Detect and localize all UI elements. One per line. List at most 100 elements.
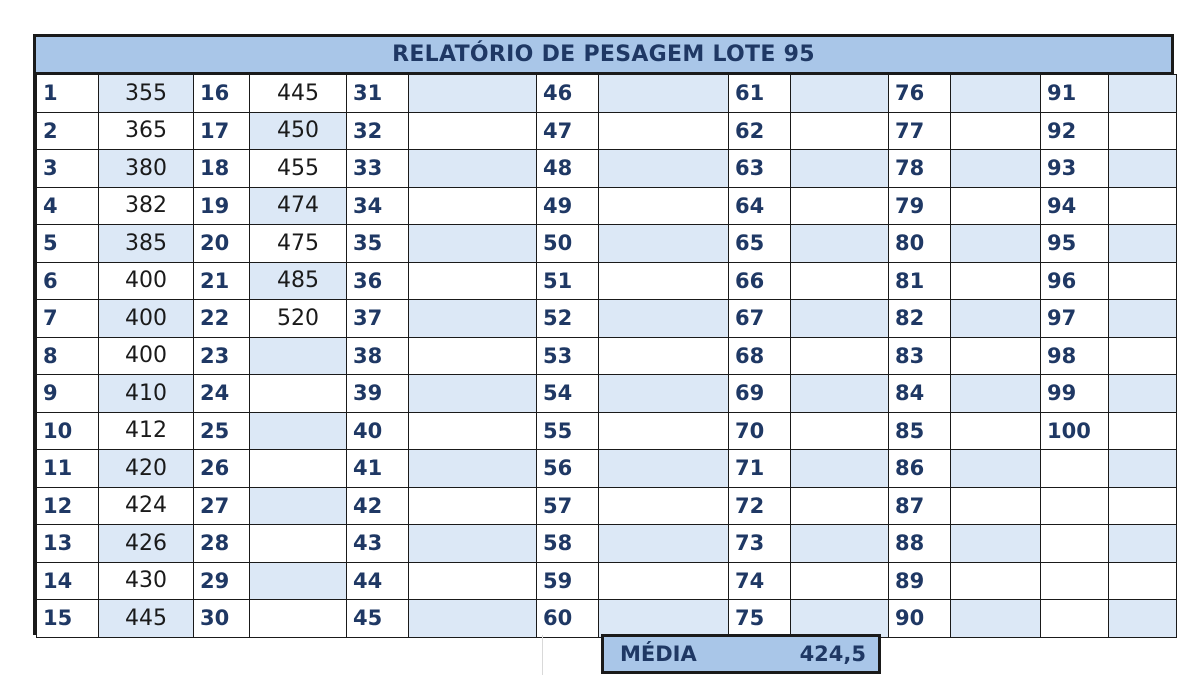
weight-cell[interactable] [1108,186,1177,225]
weight-cell[interactable] [598,74,729,113]
weight-cell[interactable] [1108,261,1177,300]
weight-cell[interactable] [598,111,729,150]
weight-cell[interactable] [1108,449,1177,488]
weight-cell[interactable]: 520 [249,299,347,338]
weight-cell[interactable] [408,186,537,225]
weight-cell[interactable] [950,111,1041,150]
weight-cell[interactable] [249,561,347,600]
weight-cell[interactable] [408,411,537,450]
weight-cell[interactable] [598,449,729,488]
weight-cell[interactable] [408,486,537,525]
weight-cell[interactable]: 365 [98,111,194,150]
weight-cell[interactable] [249,599,347,638]
weight-cell[interactable]: 420 [98,449,194,488]
weight-cell[interactable] [950,149,1041,188]
weight-cell[interactable] [598,599,729,638]
weight-cell[interactable] [408,599,537,638]
weight-cell[interactable] [598,149,729,188]
weight-cell[interactable] [790,186,889,225]
weight-cell[interactable] [950,561,1041,600]
weight-cell[interactable] [1108,599,1177,638]
weight-cell[interactable]: 400 [98,299,194,338]
weight-cell[interactable] [598,374,729,413]
weight-cell[interactable] [1108,149,1177,188]
weight-cell[interactable] [790,524,889,563]
weight-cell[interactable] [598,336,729,375]
weight-cell[interactable] [249,486,347,525]
weight-cell[interactable] [408,261,537,300]
weight-cell[interactable] [249,524,347,563]
weight-cell[interactable] [249,411,347,450]
weight-cell[interactable] [950,74,1041,113]
weight-cell[interactable] [1108,411,1177,450]
weight-cell[interactable] [1108,486,1177,525]
weight-cell[interactable] [1108,299,1177,338]
weight-cell[interactable] [1108,111,1177,150]
weight-cell[interactable] [790,374,889,413]
weight-cell[interactable] [408,224,537,263]
weight-cell[interactable]: 445 [249,74,347,113]
weight-cell[interactable] [790,336,889,375]
weight-cell[interactable] [598,411,729,450]
weight-cell[interactable] [408,374,537,413]
weight-cell[interactable] [790,599,889,638]
weight-cell[interactable]: 412 [98,411,194,450]
weight-cell[interactable] [950,524,1041,563]
weight-cell[interactable]: 450 [249,111,347,150]
weight-cell[interactable] [790,299,889,338]
weight-cell[interactable]: 445 [98,599,194,638]
weight-cell[interactable] [408,336,537,375]
weight-cell[interactable] [790,149,889,188]
weight-cell[interactable] [1108,524,1177,563]
weight-cell[interactable]: 400 [98,261,194,300]
weight-cell[interactable] [598,261,729,300]
weight-cell[interactable] [790,486,889,525]
weight-cell[interactable]: 426 [98,524,194,563]
weight-cell[interactable]: 400 [98,336,194,375]
weight-cell[interactable] [1108,374,1177,413]
weight-cell[interactable]: 355 [98,74,194,113]
weight-cell[interactable] [598,224,729,263]
weight-cell[interactable]: 430 [98,561,194,600]
weight-cell[interactable] [1108,224,1177,263]
weight-cell[interactable] [790,74,889,113]
weight-cell[interactable]: 424 [98,486,194,525]
weight-cell[interactable]: 455 [249,149,347,188]
weight-cell[interactable] [249,336,347,375]
weight-cell[interactable] [598,299,729,338]
weight-cell[interactable] [408,111,537,150]
weight-cell[interactable]: 380 [98,149,194,188]
weight-cell[interactable]: 410 [98,374,194,413]
weight-cell[interactable] [950,299,1041,338]
weight-cell[interactable] [790,411,889,450]
weight-cell[interactable] [249,374,347,413]
weight-cell[interactable] [598,486,729,525]
weight-cell[interactable] [249,449,347,488]
weight-cell[interactable] [790,224,889,263]
weight-cell[interactable] [1108,561,1177,600]
weight-cell[interactable] [950,486,1041,525]
weight-cell[interactable] [950,411,1041,450]
weight-cell[interactable] [790,561,889,600]
weight-cell[interactable] [598,186,729,225]
weight-cell[interactable] [790,449,889,488]
weight-cell[interactable]: 385 [98,224,194,263]
weight-cell[interactable] [408,449,537,488]
weight-cell[interactable] [950,224,1041,263]
weight-cell[interactable]: 475 [249,224,347,263]
weight-cell[interactable] [790,261,889,300]
weight-cell[interactable] [950,186,1041,225]
weight-cell[interactable] [950,599,1041,638]
weight-cell[interactable] [598,561,729,600]
weight-cell[interactable] [408,299,537,338]
weight-cell[interactable] [408,149,537,188]
weight-cell[interactable] [408,74,537,113]
weight-cell[interactable] [408,561,537,600]
weight-cell[interactable]: 474 [249,186,347,225]
weight-cell[interactable]: 485 [249,261,347,300]
weight-cell[interactable] [1108,336,1177,375]
weight-cell[interactable] [950,261,1041,300]
weight-cell[interactable] [598,524,729,563]
weight-cell[interactable] [1108,74,1177,113]
weight-cell[interactable] [790,111,889,150]
